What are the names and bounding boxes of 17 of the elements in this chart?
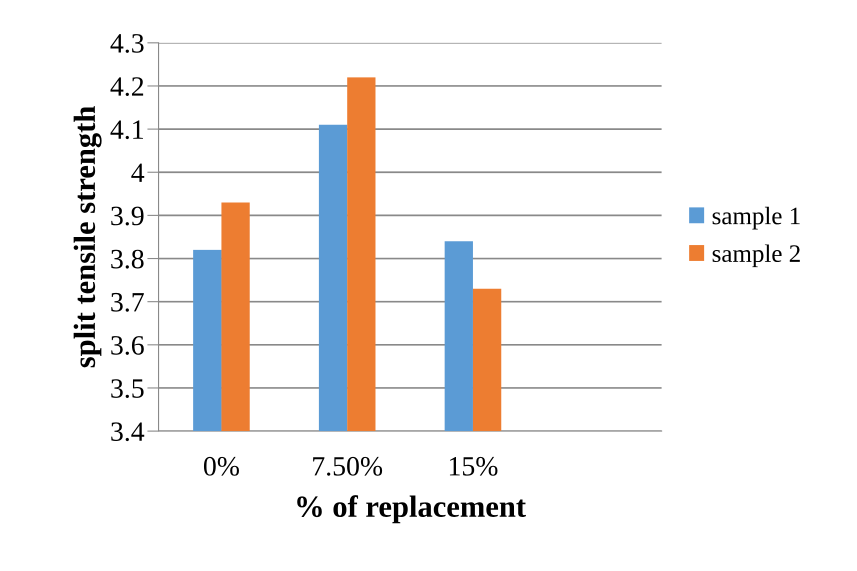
y-tick-label: 4.1 (110, 120, 143, 140)
legend-label: sample 2 (712, 244, 800, 268)
x-tick-label: 7.50% (313, 456, 382, 476)
y-tick-label: 4.3 (110, 34, 144, 53)
x-tick-label: 0% (204, 456, 239, 476)
y-tick-label: 3.7 (111, 292, 144, 312)
y-tick-label: 4 (131, 164, 144, 182)
x-axis-title: % of replacement (297, 495, 526, 524)
x-tick-label: 15% (450, 456, 498, 476)
legend-label: sample 1 (712, 206, 800, 230)
y-tick-label: 3.4 (111, 422, 144, 442)
y-tick-label: 3.5 (111, 379, 144, 398)
y-tick-label: 3.9 (111, 206, 144, 226)
y-tick-label: 3.8 (111, 250, 144, 269)
y-axis-title: split tensile strength (74, 106, 102, 368)
y-tick-label: 4.2 (110, 77, 144, 96)
y-tick-label: 3.6 (111, 336, 144, 355)
